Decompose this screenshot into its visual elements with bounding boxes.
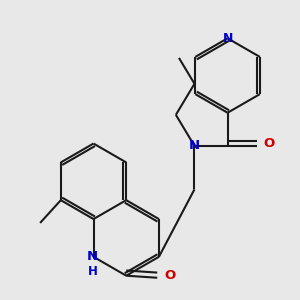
Text: N: N [87,250,98,263]
Text: O: O [264,137,275,150]
Text: N: N [222,32,233,45]
Text: H: H [88,265,98,278]
Text: N: N [189,140,200,152]
Text: O: O [164,269,176,282]
